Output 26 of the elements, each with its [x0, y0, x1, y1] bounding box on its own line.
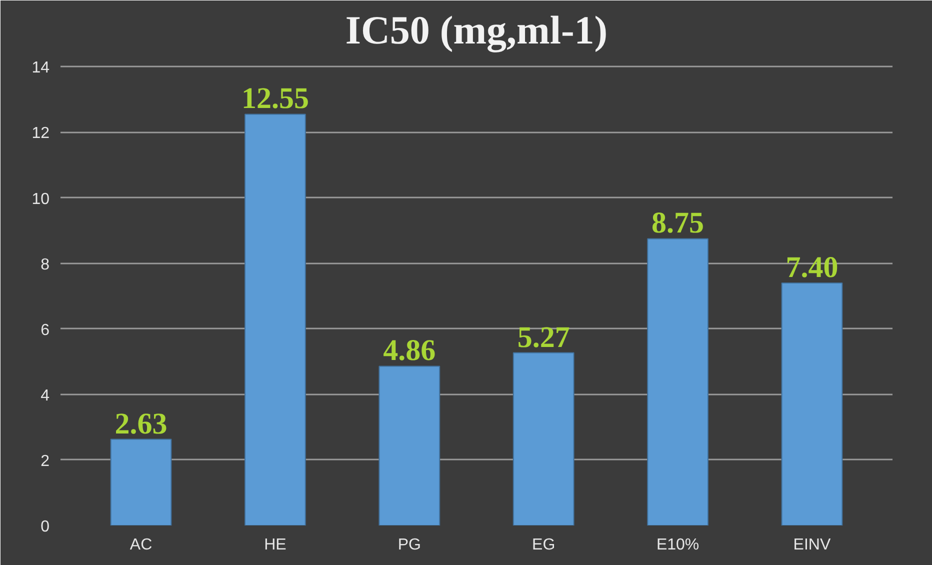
y-tick-label: 2 — [40, 452, 50, 470]
data-label: 2.63 — [114, 407, 168, 440]
y-tick-label: 6 — [40, 322, 50, 339]
y-tick-label: 8 — [40, 256, 50, 274]
y-tick-label: 14 — [32, 60, 50, 77]
data-label: 5.27 — [517, 320, 570, 354]
bar — [244, 114, 306, 526]
bar — [110, 438, 172, 526]
x-tick-label: EG — [532, 536, 556, 554]
x-tick-label: AC — [130, 536, 152, 554]
x-tick-label: HE — [264, 536, 286, 554]
x-tick-label: E10% — [656, 536, 700, 554]
chart-title: IC50 (mg,ml-1) — [345, 8, 608, 52]
data-label: 8.75 — [652, 206, 704, 240]
bar — [512, 352, 574, 526]
y-tick-label: 10 — [32, 190, 50, 208]
y-tick-label: 4 — [40, 387, 50, 404]
bar — [647, 238, 708, 526]
y-tick-label: 12 — [32, 125, 50, 142]
x-tick-label: EINV — [793, 536, 831, 554]
y-tick-label: 0 — [40, 518, 50, 536]
bar — [378, 366, 440, 526]
bar — [781, 282, 843, 526]
data-label: 12.55 — [241, 82, 309, 116]
x-tick-label: PG — [398, 536, 421, 554]
data-label: 4.86 — [383, 334, 436, 368]
